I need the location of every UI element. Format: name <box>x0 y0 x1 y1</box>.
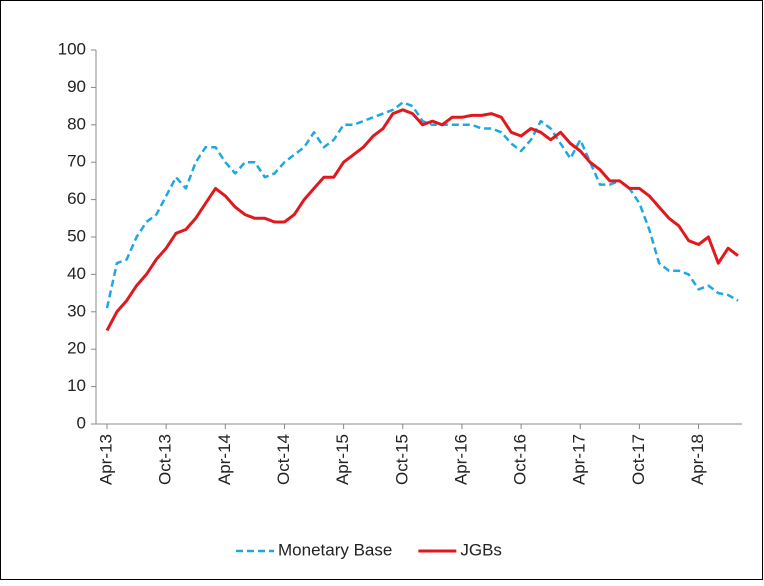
series-line <box>105 101 739 309</box>
x-tick-label: Oct-15 <box>392 434 411 485</box>
y-tick-label: 40 <box>67 264 86 283</box>
y-tick-label: 80 <box>67 114 86 133</box>
x-tick-label: Oct-17 <box>629 434 648 485</box>
x-tick-label: Apr-16 <box>451 434 470 485</box>
x-tick-label: Apr-17 <box>570 434 589 485</box>
y-tick-label: 20 <box>67 339 86 358</box>
x-tick-label: Oct-16 <box>511 434 530 485</box>
x-tick-label: Oct-14 <box>274 434 293 485</box>
y-tick-label: 70 <box>67 152 86 171</box>
series-line <box>105 108 739 332</box>
legend-label: Monetary Base <box>278 540 392 559</box>
x-tick-label: Apr-14 <box>215 434 234 485</box>
y-tick-label: 0 <box>77 413 86 432</box>
y-tick-label: 100 <box>58 39 86 58</box>
x-tick-label: Apr-13 <box>96 434 115 485</box>
x-tick-label: Apr-18 <box>688 434 707 485</box>
y-tick-label: 10 <box>67 376 86 395</box>
y-tick-label: 30 <box>67 301 86 320</box>
y-tick-label: 90 <box>67 77 86 96</box>
x-tick-label: Apr-15 <box>333 434 352 485</box>
legend-label: JGBs <box>460 540 502 559</box>
y-tick-label: 50 <box>67 226 86 245</box>
y-tick-label: 60 <box>67 189 86 208</box>
x-tick-label: Oct-13 <box>156 434 175 485</box>
